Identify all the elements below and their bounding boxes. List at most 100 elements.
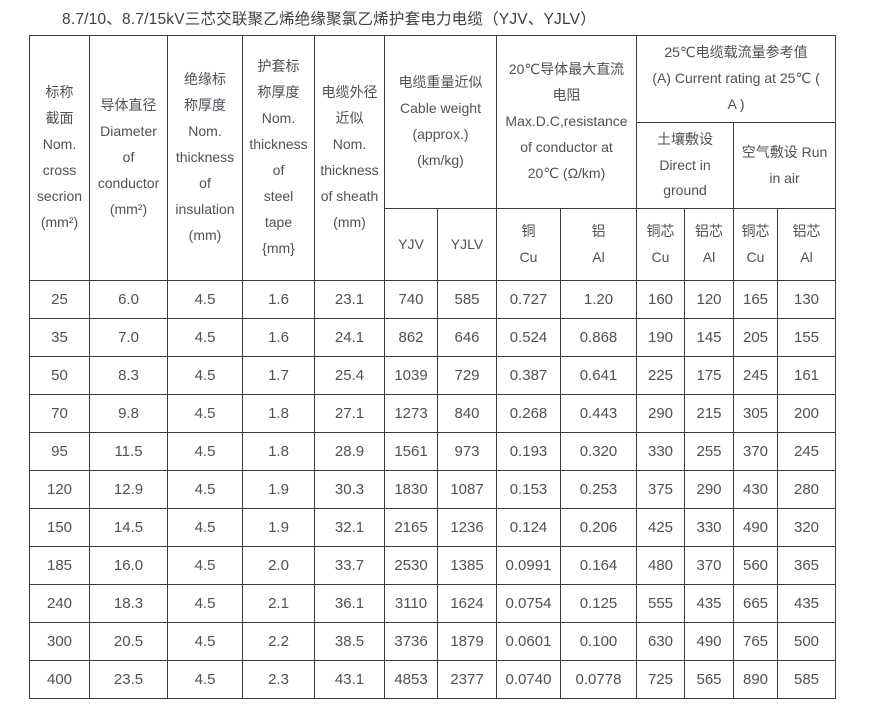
table-cell: 0.727 bbox=[496, 280, 561, 319]
table-cell: 200 bbox=[776, 394, 837, 433]
table-cell: 50 bbox=[29, 356, 90, 395]
table-cell: 1.20 bbox=[560, 280, 637, 319]
table-cell: 12.9 bbox=[89, 470, 168, 509]
table-cell: 145 bbox=[684, 318, 734, 357]
table-row: 120 12.9 4.5 1.9 30.3 1830 1087 0.153 0.253 375 29… bbox=[29, 470, 837, 509]
header-yjlv: YJLV bbox=[437, 208, 497, 281]
table-cell: 0.100 bbox=[560, 622, 637, 661]
table-cell: 1830 bbox=[384, 470, 438, 509]
table-cell: 225 bbox=[636, 356, 685, 395]
table-cell: 3736 bbox=[384, 622, 438, 661]
table-cell: 305 bbox=[733, 394, 778, 433]
table-cell: 290 bbox=[684, 470, 734, 509]
table-body: 25 6.0 4.5 1.6 23.1 740 585 0.727 1.20 160 120 165 1… bbox=[29, 280, 837, 699]
table-cell: 1879 bbox=[437, 622, 497, 661]
table-cell: 0.193 bbox=[496, 432, 561, 471]
table-cell: 175 bbox=[684, 356, 734, 395]
table-cell: 160 bbox=[636, 280, 685, 319]
table-row: 300 20.5 4.5 2.2 38.5 3736 1879 0.0601 0.100 630 4… bbox=[29, 622, 837, 661]
header-resistance-cu: 铜 Cu bbox=[496, 208, 561, 281]
table-cell: 0.0778 bbox=[560, 660, 637, 699]
table-cell: 24.1 bbox=[314, 318, 385, 357]
table-cell: 150 bbox=[29, 508, 90, 547]
table-cell: 4.5 bbox=[167, 394, 243, 433]
table-cell: 4.5 bbox=[167, 584, 243, 623]
table-cell: 7.0 bbox=[89, 318, 168, 357]
table-cell: 0.443 bbox=[560, 394, 637, 433]
table-cell: 245 bbox=[733, 356, 778, 395]
table-cell: 0.387 bbox=[496, 356, 561, 395]
table-cell: 1.9 bbox=[242, 508, 315, 547]
table-cell: 185 bbox=[29, 546, 90, 585]
table-row: 50 8.3 4.5 1.7 25.4 1039 729 0.387 0.641 225 175 24… bbox=[29, 356, 837, 395]
table-cell: 0.153 bbox=[496, 470, 561, 509]
table-cell: 3110 bbox=[384, 584, 438, 623]
table-cell: 36.1 bbox=[314, 584, 385, 623]
table-cell: 490 bbox=[733, 508, 778, 547]
table-cell: 155 bbox=[776, 318, 837, 357]
table-cell: 365 bbox=[776, 546, 837, 585]
table-cell: 205 bbox=[733, 318, 778, 357]
table-cell: 1.9 bbox=[242, 470, 315, 509]
table-cell: 320 bbox=[776, 508, 837, 547]
table-cell: 4.5 bbox=[167, 508, 243, 547]
table-cell: 4.5 bbox=[167, 356, 243, 395]
table-cell: 245 bbox=[776, 432, 837, 471]
table-cell: 565 bbox=[684, 660, 734, 699]
table-cell: 1624 bbox=[437, 584, 497, 623]
table-cell: 290 bbox=[636, 394, 685, 433]
table-cell: 8.3 bbox=[89, 356, 168, 395]
table-cell: 1087 bbox=[437, 470, 497, 509]
table-cell: 370 bbox=[733, 432, 778, 471]
table-cell: 560 bbox=[733, 546, 778, 585]
table-cell: 0.164 bbox=[560, 546, 637, 585]
table-cell: 370 bbox=[684, 546, 734, 585]
table-cell: 280 bbox=[776, 470, 837, 509]
table-cell: 43.1 bbox=[314, 660, 385, 699]
table-cell: 120 bbox=[684, 280, 734, 319]
header-steel-tape-thickness: 护套标 称厚度 Nom. thickness of steel tape {mm… bbox=[242, 35, 315, 281]
table-cell: 0.125 bbox=[560, 584, 637, 623]
table-cell: 27.1 bbox=[314, 394, 385, 433]
table-cell: 190 bbox=[636, 318, 685, 357]
table-cell: 30.3 bbox=[314, 470, 385, 509]
table-cell: 16.0 bbox=[89, 546, 168, 585]
table-cell: 330 bbox=[684, 508, 734, 547]
table-cell: 1.8 bbox=[242, 432, 315, 471]
table-row: 25 6.0 4.5 1.6 23.1 740 585 0.727 1.20 160 120 165 1… bbox=[29, 280, 837, 319]
table-cell: 4.5 bbox=[167, 318, 243, 357]
table-cell: 1561 bbox=[384, 432, 438, 471]
header-dc-resistance-group: 20℃导体最大直流 电阻 Max.D.C,resistance of condu… bbox=[496, 35, 637, 209]
table-cell: 630 bbox=[636, 622, 685, 661]
table-cell: 585 bbox=[776, 660, 837, 699]
table-cell: 500 bbox=[776, 622, 837, 661]
header-direct-in-ground: 土壤敷设 Direct in ground bbox=[636, 122, 734, 209]
table-cell: 0.206 bbox=[560, 508, 637, 547]
header-conductor-diameter: 导体直径 Diameter of conductor (mm²) bbox=[89, 35, 168, 281]
table-cell: 2.2 bbox=[242, 622, 315, 661]
table-cell: 430 bbox=[733, 470, 778, 509]
table-cell: 4.5 bbox=[167, 280, 243, 319]
table-cell: 840 bbox=[437, 394, 497, 433]
table-row: 150 14.5 4.5 1.9 32.1 2165 1236 0.124 0.206 425 33… bbox=[29, 508, 837, 547]
cable-spec-table: 标称 截面 Nom. cross secrion (mm²) 导体直径 Diam… bbox=[29, 35, 837, 699]
table-cell: 0.320 bbox=[560, 432, 637, 471]
table-cell: 0.0601 bbox=[496, 622, 561, 661]
header-insulation-thickness: 绝缘标 称厚度 Nom. thickness of insulation (mm… bbox=[167, 35, 243, 281]
table-cell: 2.0 bbox=[242, 546, 315, 585]
table-cell: 161 bbox=[776, 356, 837, 395]
table-cell: 765 bbox=[733, 622, 778, 661]
table-cell: 425 bbox=[636, 508, 685, 547]
table-cell: 400 bbox=[29, 660, 90, 699]
table-cell: 0.124 bbox=[496, 508, 561, 547]
table-cell: 255 bbox=[684, 432, 734, 471]
table-cell: 375 bbox=[636, 470, 685, 509]
table-cell: 0.253 bbox=[560, 470, 637, 509]
header-nom-cross-section: 标称 截面 Nom. cross secrion (mm²) bbox=[29, 35, 90, 281]
table-cell: 0.0740 bbox=[496, 660, 561, 699]
header-ground-al-core: 铝芯 Al bbox=[684, 208, 734, 281]
header-air-cu-core: 铜芯 Cu bbox=[733, 208, 778, 281]
table-cell: 435 bbox=[776, 584, 837, 623]
header-row-laying: 土壤敷设 Direct in ground 空气敷设 Run in air bbox=[30, 122, 837, 209]
table-cell: 1039 bbox=[384, 356, 438, 395]
